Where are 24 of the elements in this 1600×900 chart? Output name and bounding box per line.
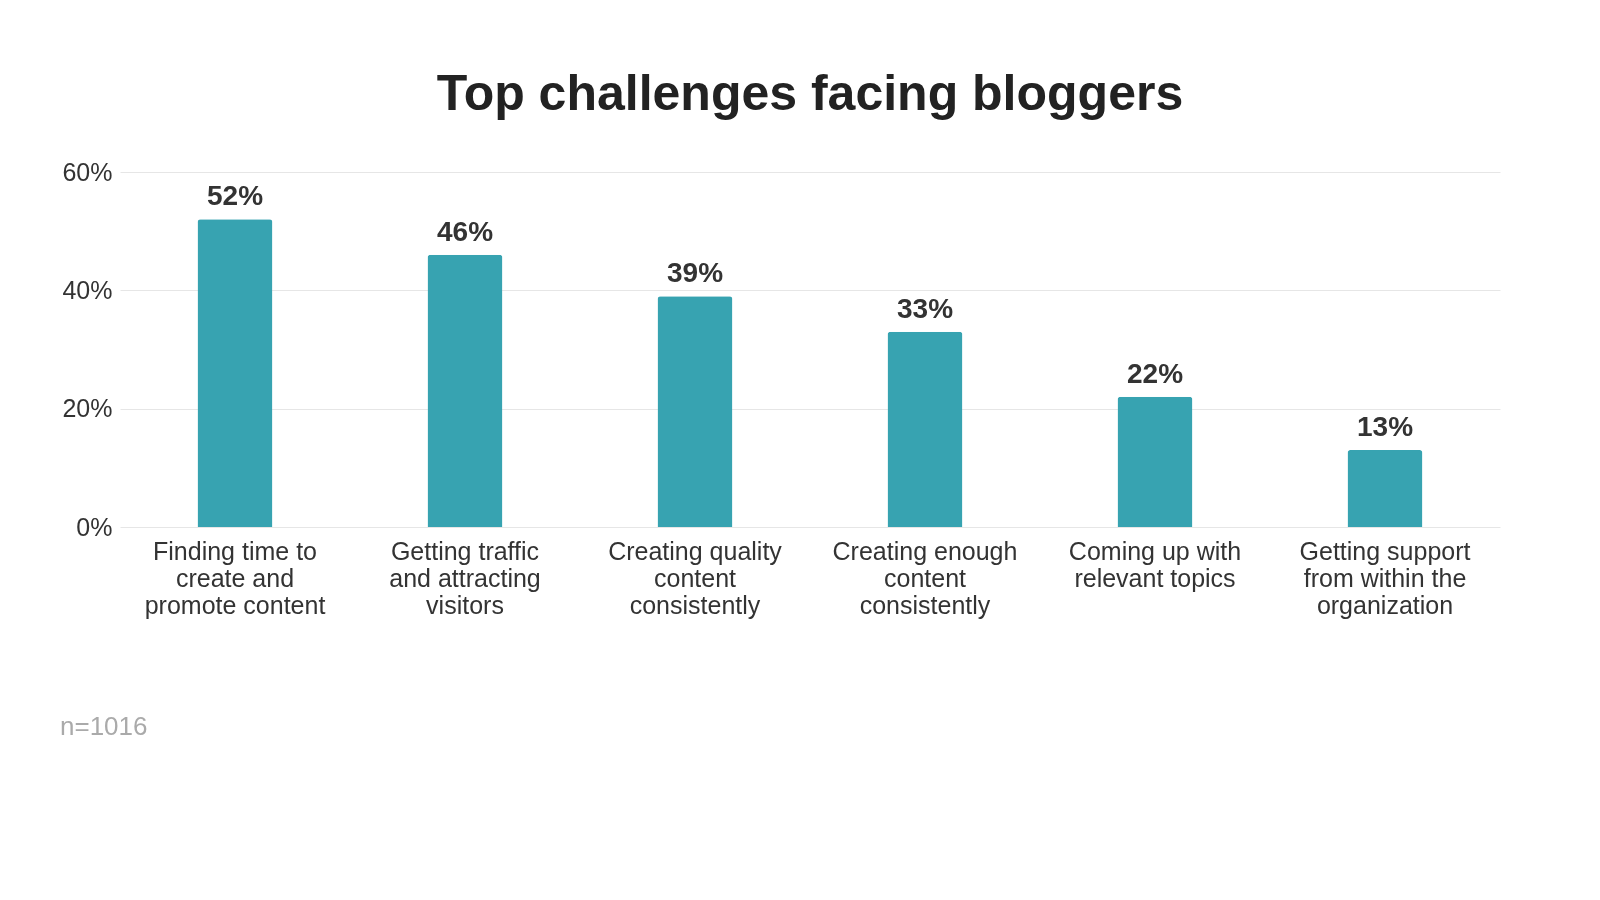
- x-tick-label: Getting traffic and attracting visitors: [389, 536, 541, 619]
- x-tick-label: Finding time to create and promote content: [144, 536, 326, 619]
- bar: [197, 219, 273, 527]
- data-label: 22%: [1126, 357, 1184, 389]
- y-tick-label: 40%: [62, 275, 113, 304]
- data-label: 39%: [666, 257, 724, 289]
- data-label: 46%: [436, 215, 494, 247]
- bar: [657, 296, 733, 527]
- text: n=1016: [60, 711, 148, 741]
- data-label: 13%: [1356, 411, 1414, 443]
- bar: [1117, 396, 1193, 527]
- data-label: 33%: [896, 292, 954, 324]
- data-label: 52%: [206, 180, 264, 212]
- bar: [1347, 450, 1423, 527]
- chart-title: Top challenges facing bloggers: [436, 65, 1184, 121]
- x-tick-label: Creating enough content consistently: [832, 536, 1018, 619]
- bar: [887, 331, 963, 527]
- x-tick-label: Creating quality content consistently: [608, 536, 783, 619]
- y-tick-label: 0%: [76, 512, 113, 541]
- y-tick-label: 20%: [62, 394, 113, 423]
- bar: [427, 254, 503, 527]
- y-tick-label: 60%: [62, 157, 113, 186]
- x-tick-label: Coming up with relevant topics: [1068, 536, 1242, 592]
- x-tick-label: Getting support from within the organization: [1299, 536, 1471, 619]
